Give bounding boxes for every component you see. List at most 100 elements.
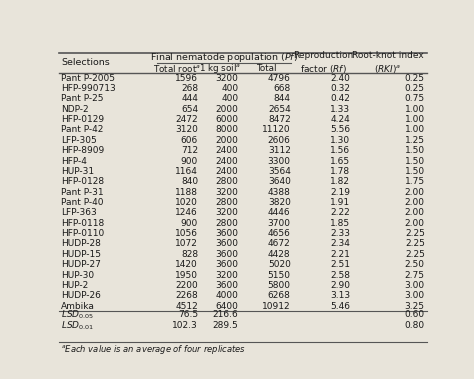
Text: 900: 900	[181, 157, 198, 166]
Text: 3200: 3200	[216, 74, 238, 83]
Text: 289.5: 289.5	[213, 321, 238, 330]
Text: HUP-31: HUP-31	[61, 167, 94, 176]
Text: Pant P-31: Pant P-31	[61, 188, 104, 197]
Text: 444: 444	[181, 94, 198, 103]
Text: 3.25: 3.25	[405, 302, 425, 310]
Text: Root-knot index
($RKI$)$^a$: Root-knot index ($RKI$)$^a$	[352, 51, 424, 75]
Text: 1.56: 1.56	[330, 146, 350, 155]
Text: 4656: 4656	[268, 229, 291, 238]
Text: 1.50: 1.50	[405, 157, 425, 166]
Text: 2.25: 2.25	[405, 250, 425, 259]
Text: 1246: 1246	[175, 208, 198, 217]
Text: 654: 654	[181, 105, 198, 114]
Text: 4796: 4796	[268, 74, 291, 83]
Text: 216.6: 216.6	[213, 310, 238, 319]
Text: Selections: Selections	[61, 58, 110, 67]
Text: 4428: 4428	[268, 250, 291, 259]
Text: 2.51: 2.51	[330, 260, 350, 269]
Text: 3300: 3300	[268, 157, 291, 166]
Text: 2000: 2000	[216, 136, 238, 145]
Text: 1.91: 1.91	[330, 198, 350, 207]
Text: HFP-0110: HFP-0110	[61, 229, 104, 238]
Text: 5.46: 5.46	[330, 302, 350, 310]
Text: 5800: 5800	[268, 281, 291, 290]
Text: 2.25: 2.25	[405, 229, 425, 238]
Text: Total: Total	[255, 64, 276, 73]
Text: 6000: 6000	[216, 115, 238, 124]
Text: HUP-30: HUP-30	[61, 271, 94, 279]
Text: 3564: 3564	[268, 167, 291, 176]
Text: 1.33: 1.33	[330, 105, 350, 114]
Text: 2472: 2472	[175, 115, 198, 124]
Text: 4512: 4512	[175, 302, 198, 310]
Text: 0.32: 0.32	[330, 84, 350, 93]
Text: 2400: 2400	[216, 167, 238, 176]
Text: HFP-990713: HFP-990713	[61, 84, 116, 93]
Text: 2.58: 2.58	[330, 271, 350, 279]
Text: LFP-363: LFP-363	[61, 208, 97, 217]
Text: 2400: 2400	[216, 146, 238, 155]
Text: LFP-305: LFP-305	[61, 136, 97, 145]
Text: 8472: 8472	[268, 115, 291, 124]
Text: 0.25: 0.25	[405, 74, 425, 83]
Text: 1.85: 1.85	[330, 219, 350, 228]
Text: 2654: 2654	[268, 105, 291, 114]
Text: 2.21: 2.21	[330, 250, 350, 259]
Text: 2.40: 2.40	[330, 74, 350, 83]
Text: 1.50: 1.50	[405, 167, 425, 176]
Text: HUDP-28: HUDP-28	[61, 240, 101, 248]
Text: 2800: 2800	[216, 219, 238, 228]
Text: 4672: 4672	[268, 240, 291, 248]
Text: 1.78: 1.78	[330, 167, 350, 176]
Text: 3600: 3600	[216, 229, 238, 238]
Text: 0.80: 0.80	[405, 321, 425, 330]
Text: HFP-4: HFP-4	[61, 157, 87, 166]
Text: 2.19: 2.19	[330, 188, 350, 197]
Text: $^a$Each value is an average of four replicates: $^a$Each value is an average of four rep…	[61, 343, 246, 356]
Text: 2.34: 2.34	[330, 240, 350, 248]
Text: 3.13: 3.13	[330, 291, 350, 300]
Text: 1950: 1950	[175, 271, 198, 279]
Text: 0.75: 0.75	[405, 94, 425, 103]
Text: 0.42: 0.42	[330, 94, 350, 103]
Text: 0.60: 0.60	[405, 310, 425, 319]
Text: 1.30: 1.30	[330, 136, 350, 145]
Text: 0.25: 0.25	[405, 84, 425, 93]
Text: 3200: 3200	[216, 188, 238, 197]
Text: Total root$^a$: Total root$^a$	[154, 63, 201, 74]
Text: 2800: 2800	[216, 198, 238, 207]
Text: 2606: 2606	[268, 136, 291, 145]
Text: 844: 844	[273, 94, 291, 103]
Text: 3600: 3600	[216, 240, 238, 248]
Text: 76.5: 76.5	[178, 310, 198, 319]
Text: 3600: 3600	[216, 250, 238, 259]
Text: 1.00: 1.00	[405, 115, 425, 124]
Text: HUDP-15: HUDP-15	[61, 250, 101, 259]
Text: 3120: 3120	[175, 125, 198, 135]
Text: Reproduction
factor ($Rf$): Reproduction factor ($Rf$)	[293, 51, 354, 75]
Text: 3600: 3600	[216, 260, 238, 269]
Text: HFP-0128: HFP-0128	[61, 177, 104, 186]
Text: 4.24: 4.24	[330, 115, 350, 124]
Text: 400: 400	[221, 94, 238, 103]
Text: 5150: 5150	[268, 271, 291, 279]
Text: Final nematode population ($Pf$): Final nematode population ($Pf$)	[149, 51, 298, 64]
Text: 2.75: 2.75	[405, 271, 425, 279]
Text: 268: 268	[181, 84, 198, 93]
Text: Pant P-2005: Pant P-2005	[61, 74, 115, 83]
Text: 2.90: 2.90	[330, 281, 350, 290]
Text: 1164: 1164	[175, 167, 198, 176]
Text: HFP-8909: HFP-8909	[61, 146, 104, 155]
Text: HUDP-27: HUDP-27	[61, 260, 101, 269]
Text: 1.50: 1.50	[405, 146, 425, 155]
Text: 1596: 1596	[175, 74, 198, 83]
Text: 1056: 1056	[175, 229, 198, 238]
Text: Pant P-42: Pant P-42	[61, 125, 103, 135]
Text: 1.82: 1.82	[330, 177, 350, 186]
Text: 3200: 3200	[216, 208, 238, 217]
Text: 2.00: 2.00	[405, 198, 425, 207]
Text: 5020: 5020	[268, 260, 291, 269]
Text: Pant P-40: Pant P-40	[61, 198, 104, 207]
Text: $\mathit{LSD}_{0.05}$: $\mathit{LSD}_{0.05}$	[61, 309, 94, 321]
Text: 1.00: 1.00	[405, 105, 425, 114]
